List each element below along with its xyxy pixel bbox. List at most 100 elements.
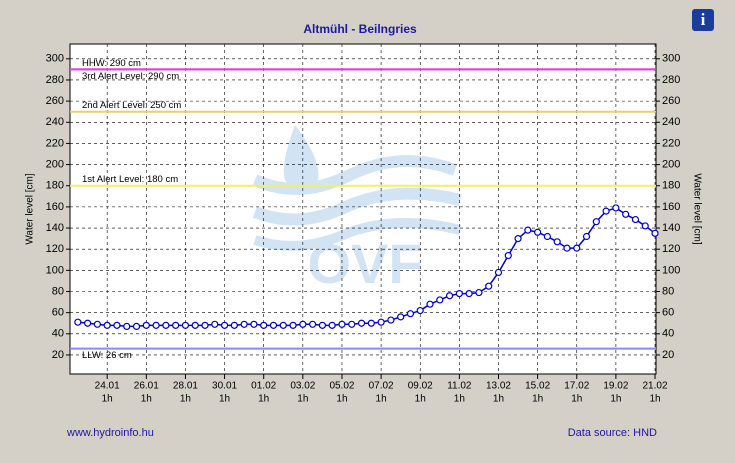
data-point: [641, 222, 649, 230]
data-point: [191, 321, 199, 329]
y-tick-label: 120: [46, 243, 64, 255]
x-tick-sublabel: 1h: [610, 394, 621, 405]
data-point: [397, 313, 405, 321]
y-tick-label: 80: [52, 285, 64, 297]
info-icon[interactable]: [692, 9, 714, 31]
data-point: [436, 296, 444, 304]
y2-tick-label: 80: [662, 285, 674, 297]
x-tick-label: 15.02: [525, 381, 550, 392]
data-point: [84, 319, 92, 327]
y-tick-label: 140: [46, 222, 64, 234]
y2-tick-label: 160: [662, 201, 680, 213]
data-point: [74, 318, 82, 326]
data-point: [592, 218, 600, 226]
x-tick-sublabel: 1h: [493, 394, 504, 405]
data-point: [485, 282, 493, 290]
data-point: [494, 268, 503, 277]
y-axis-label: Water level [cm]: [25, 173, 36, 245]
y-tick-label: 160: [46, 201, 64, 213]
data-point: [220, 321, 229, 329]
data-point: [426, 300, 434, 308]
data-point: [622, 210, 630, 218]
data-point: [348, 320, 356, 328]
y-tick-label: 200: [46, 158, 64, 170]
data-point: [455, 290, 463, 298]
x-tick-sublabel: 1h: [102, 394, 113, 405]
data-point: [289, 321, 297, 329]
y2-tick-label: 20: [662, 349, 674, 361]
data-point: [563, 244, 571, 252]
x-tick-label: 24.01: [95, 381, 120, 392]
y2-tick-label: 60: [662, 307, 674, 319]
chart-title: Altmühl - Beilngries: [303, 22, 417, 36]
x-tick-sublabel: 1h: [297, 394, 308, 405]
data-point: [250, 320, 258, 328]
footer-link[interactable]: www.hydroinfo.hu: [66, 427, 154, 439]
x-tick-label: 28.01: [173, 381, 198, 392]
x-tick-label: 13.02: [486, 381, 511, 392]
x-tick-sublabel: 1h: [141, 394, 152, 405]
data-point: [299, 320, 307, 328]
y2-tick-label: 220: [662, 137, 680, 149]
x-tick-sublabel: 1h: [258, 394, 269, 405]
x-tick-label: 07.02: [369, 381, 394, 392]
x-tick-label: 05.02: [329, 381, 354, 392]
data-point: [602, 207, 610, 215]
x-tick-sublabel: 1h: [532, 394, 543, 405]
data-source: Data source: HND: [568, 427, 657, 439]
data-point: [387, 316, 395, 324]
data-point: [651, 229, 659, 237]
y-tick-label: 40: [52, 328, 64, 340]
data-point: [631, 215, 640, 224]
data-point: [475, 288, 483, 297]
data-point: [377, 318, 385, 326]
data-point: [132, 322, 141, 331]
y2-tick-label: 100: [662, 264, 680, 276]
y2-tick-label: 260: [662, 95, 680, 107]
data-point: [504, 251, 512, 260]
y2-tick-label: 280: [662, 74, 680, 86]
x-tick-label: 21.02: [643, 381, 668, 392]
data-point: [113, 321, 121, 329]
x-tick-sublabel: 1h: [336, 394, 347, 405]
data-point: [240, 320, 248, 328]
info-icon-text[interactable]: i: [701, 10, 706, 29]
plot-area: [69, 43, 657, 375]
x-tick-sublabel: 1h: [415, 394, 426, 405]
data-point: [103, 321, 111, 329]
y-tick-label: 20: [52, 349, 64, 361]
data-point: [93, 320, 101, 328]
x-tick-sublabel: 1h: [571, 394, 582, 405]
x-tick-label: 30.01: [212, 381, 237, 392]
threshold-label: LLW: 26 cm: [82, 350, 132, 361]
data-point: [142, 321, 150, 329]
data-point: [553, 238, 561, 246]
x-tick-label: 26.01: [134, 381, 159, 392]
data-point: [328, 321, 336, 329]
data-point: [123, 322, 131, 331]
data-point: [573, 244, 581, 252]
threshold-label: 2nd Alert Level: 250 cm: [82, 100, 181, 111]
data-point: [309, 320, 317, 328]
data-point: [406, 310, 415, 318]
data-point: [279, 321, 287, 329]
data-point: [445, 292, 454, 300]
data-point: [612, 204, 620, 212]
data-point: [172, 321, 180, 329]
data-point: [201, 321, 209, 329]
watermark: OVF: [307, 232, 422, 295]
y-tick-label: 100: [46, 264, 64, 276]
data-point: [465, 290, 473, 298]
y-tick-label: 180: [46, 180, 64, 192]
y2-axis-label: Water level [cm]: [691, 173, 702, 245]
x-tick-label: 11.02: [447, 381, 472, 392]
y2-tick-label: 120: [662, 243, 680, 255]
data-point: [152, 321, 160, 329]
data-point: [543, 232, 552, 241]
data-point: [534, 228, 542, 236]
data-point: [524, 226, 532, 234]
x-tick-sublabel: 1h: [454, 394, 465, 405]
threshold-label: 1st Alert Level: 180 cm: [82, 174, 178, 185]
